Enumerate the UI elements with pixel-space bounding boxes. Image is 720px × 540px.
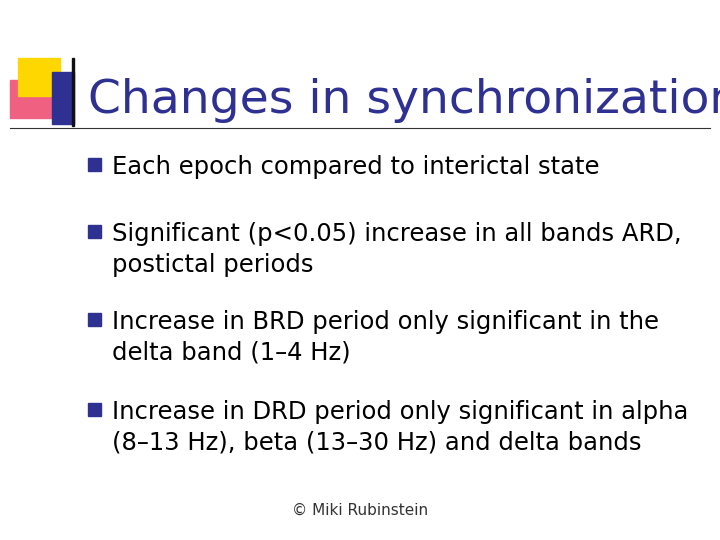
Text: Increase in BRD period only significant in the
delta band (1–4 Hz): Increase in BRD period only significant … [112, 310, 659, 364]
Bar [72, 58, 74, 126]
Bar [88, 403, 101, 416]
Bar [18, 58, 60, 96]
Text: Increase in DRD period only significant in alpha
(8–13 Hz), beta (13–30 Hz) and : Increase in DRD period only significant … [112, 400, 688, 455]
Text: © Miki Rubinstein: © Miki Rubinstein [292, 503, 428, 518]
Bar [52, 72, 74, 124]
Bar [88, 225, 101, 238]
Text: Significant (p<0.05) increase in all bands ARD,
postictal periods: Significant (p<0.05) increase in all ban… [112, 222, 682, 276]
Bar [10, 80, 52, 118]
Text: Each epoch compared to interictal state: Each epoch compared to interictal state [112, 155, 600, 179]
Bar [88, 158, 101, 171]
Text: Changes in synchronization: Changes in synchronization [88, 78, 720, 123]
Bar [88, 313, 101, 326]
